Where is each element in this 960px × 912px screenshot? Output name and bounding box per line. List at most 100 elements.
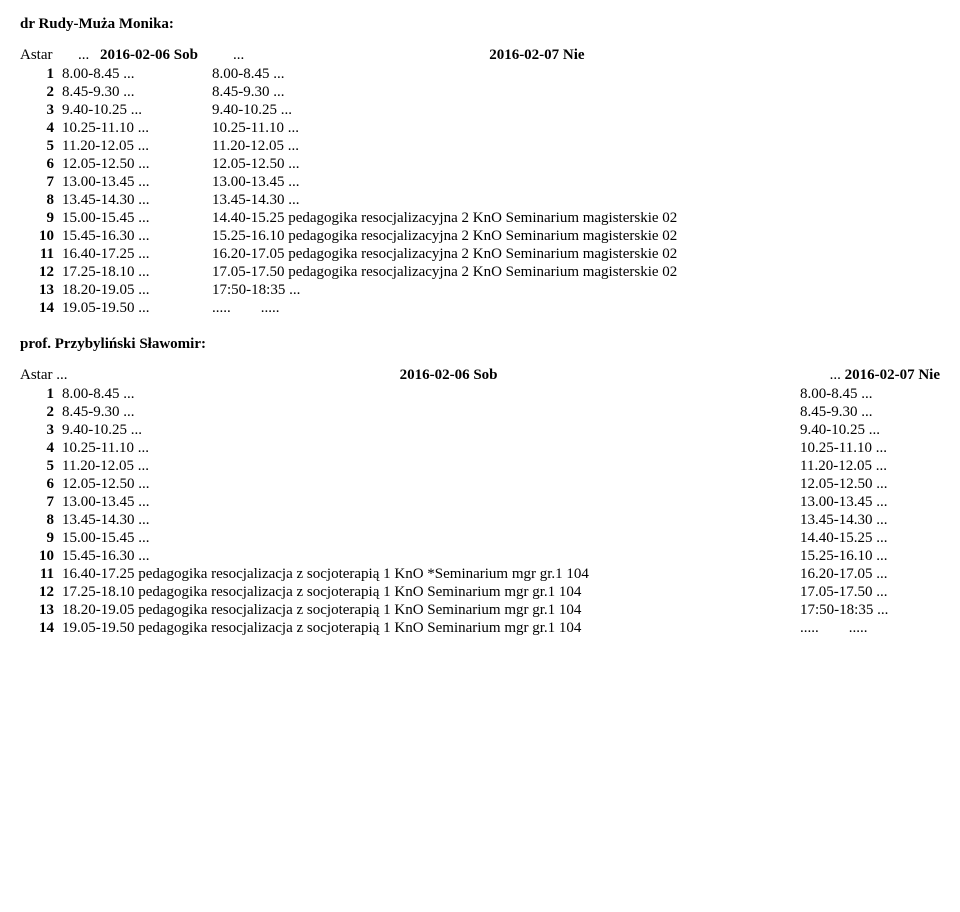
row-index: 2: [20, 84, 54, 101]
row-index: 14: [20, 620, 54, 637]
section2-body: 18.00-8.45 ...8.00-8.45 ...28.45-9.30 ..…: [20, 386, 940, 637]
table-row: 813.45-14.30 ...13.45-14.30 ...: [20, 512, 940, 529]
row-col-right: 17.05-17.50 ...: [800, 584, 940, 601]
row-col-date1: 8.00-8.45 ...: [54, 66, 212, 83]
row-col-date2: 14.40-15.25 pedagogika resocjalizacyjna …: [212, 210, 677, 227]
row-index: 7: [20, 174, 54, 191]
header2-mid: 2016-02-06 Sob: [68, 367, 830, 384]
row-index: 3: [20, 102, 54, 119]
table-row: 813.45-14.30 ...13.45-14.30 ...: [20, 192, 940, 209]
row-col-date2: 8.00-8.45 ...: [212, 66, 285, 83]
section1-title: dr Rudy-Muża Monika:: [20, 16, 940, 33]
table-row: 410.25-11.10 ...10.25-11.10 ...: [20, 440, 940, 457]
row-col-right: 8.45-9.30 ...: [800, 404, 940, 421]
row-col-left: 19.05-19.50 pedagogika resocjalizacja z …: [54, 620, 800, 637]
row-index: 9: [20, 210, 54, 227]
table-row: 511.20-12.05 ...11.20-12.05 ...: [20, 458, 940, 475]
row-col-left: 17.25-18.10 pedagogika resocjalizacja z …: [54, 584, 800, 601]
table-row: 1419.05-19.50 pedagogika resocjalizacja …: [20, 620, 940, 637]
row-index: 10: [20, 228, 54, 245]
table-row: 39.40-10.25 ...9.40-10.25 ...: [20, 422, 940, 439]
row-col-right: 10.25-11.10 ...: [800, 440, 940, 457]
row-index: 6: [20, 156, 54, 173]
table-row: 612.05-12.50 ...12.05-12.50 ...: [20, 156, 940, 173]
row-index: 5: [20, 458, 54, 475]
row-col-right: 9.40-10.25 ...: [800, 422, 940, 439]
row-col-date2: 11.20-12.05 ...: [212, 138, 299, 155]
row-col-right: 12.05-12.50 ...: [800, 476, 940, 493]
row-col-date2: 17:50-18:35 ...: [212, 282, 300, 299]
row-col-date1: 8.45-9.30 ...: [54, 84, 212, 101]
row-col-date1: 13.00-13.45 ...: [54, 174, 212, 191]
row-col-right: 11.20-12.05 ...: [800, 458, 940, 475]
row-index: 4: [20, 440, 54, 457]
row-col-date2: 13.45-14.30 ...: [212, 192, 300, 209]
table-row: 713.00-13.45 ...13.00-13.45 ...: [20, 494, 940, 511]
row-index: 14: [20, 300, 54, 317]
row-index: 12: [20, 264, 54, 281]
row-index: 10: [20, 548, 54, 565]
row-col-right: 14.40-15.25 ...: [800, 530, 940, 547]
table-row: 1015.45-16.30 ...15.25-16.10 ...: [20, 548, 940, 565]
row-col-left: 16.40-17.25 pedagogika resocjalizacja z …: [54, 566, 800, 583]
section2-header: Astar ... 2016-02-06 Sob ... 2016-02-07 …: [20, 367, 940, 384]
row-col-date1: 9.40-10.25 ...: [54, 102, 212, 119]
row-index: 2: [20, 404, 54, 421]
row-col-right: 13.00-13.45 ...: [800, 494, 940, 511]
row-index: 1: [20, 66, 54, 83]
table-row: 1217.25-18.10 ...17.05-17.50 pedagogika …: [20, 264, 940, 281]
row-col-left: 15.45-16.30 ...: [54, 548, 800, 565]
table-row: 28.45-9.30 ...8.45-9.30 ...: [20, 404, 940, 421]
row-col-date1: 10.25-11.10 ...: [54, 120, 212, 137]
row-index: 8: [20, 512, 54, 529]
table-row: 1116.40-17.25 ...16.20-17.05 pedagogika …: [20, 246, 940, 263]
row-index: 3: [20, 422, 54, 439]
row-col-date2: 8.45-9.30 ...: [212, 84, 285, 101]
row-col-date1: 12.05-12.50 ...: [54, 156, 212, 173]
row-col-left: 8.45-9.30 ...: [54, 404, 800, 421]
row-col-date2: 12.05-12.50 ...: [212, 156, 300, 173]
row-col-date1: 16.40-17.25 ...: [54, 246, 212, 263]
row-col-date2: 10.25-11.10 ...: [212, 120, 299, 137]
table-row: 1116.40-17.25 pedagogika resocjalizacja …: [20, 566, 940, 583]
row-col-right: 8.00-8.45 ...: [800, 386, 940, 403]
table-row: 1015.45-16.30 ...15.25-16.10 pedagogika …: [20, 228, 940, 245]
row-index: 9: [20, 530, 54, 547]
header-date1: 2016-02-06 Sob: [100, 47, 198, 64]
row-col-left: 18.20-19.05 pedagogika resocjalizacja z …: [54, 602, 800, 619]
row-col-date2: 16.20-17.05 pedagogika resocjalizacyjna …: [212, 246, 677, 263]
row-col-right: 15.25-16.10 ...: [800, 548, 940, 565]
header-dots2: ...: [233, 47, 244, 64]
table-row: 511.20-12.05 ...11.20-12.05 ...: [20, 138, 940, 155]
header2-date: 2016-02-07 Nie: [845, 367, 940, 383]
table-row: 18.00-8.45 ...8.00-8.45 ...: [20, 66, 940, 83]
row-col-left: 8.00-8.45 ...: [54, 386, 800, 403]
header2-right: ... 2016-02-07 Nie: [830, 367, 940, 384]
row-index: 1: [20, 386, 54, 403]
header2-left: Astar ...: [20, 367, 68, 384]
row-col-left: 13.00-13.45 ...: [54, 494, 800, 511]
row-col-left: 13.45-14.30 ...: [54, 512, 800, 529]
row-index: 12: [20, 584, 54, 601]
row-col-right: 16.20-17.05 ...: [800, 566, 940, 583]
header-date2: 2016-02-07 Nie: [489, 47, 584, 64]
header2-dots: ...: [830, 367, 845, 383]
row-col-date2: 13.00-13.45 ...: [212, 174, 300, 191]
table-row: 915.00-15.45 ...14.40-15.25 pedagogika r…: [20, 210, 940, 227]
row-index: 11: [20, 566, 54, 583]
row-col-right: 17:50-18:35 ...: [800, 602, 940, 619]
row-col-date2: 17.05-17.50 pedagogika resocjalizacyjna …: [212, 264, 677, 281]
table-row: 1318.20-19.05 ...17:50-18:35 ...: [20, 282, 940, 299]
header-astar: Astar: [20, 47, 78, 64]
row-col-left: 11.20-12.05 ...: [54, 458, 800, 475]
section1-body: 18.00-8.45 ...8.00-8.45 ...28.45-9.30 ..…: [20, 66, 940, 317]
row-col-date1: 11.20-12.05 ...: [54, 138, 212, 155]
row-index: 8: [20, 192, 54, 209]
row-index: 11: [20, 246, 54, 263]
row-index: 4: [20, 120, 54, 137]
row-index: 13: [20, 282, 54, 299]
row-col-date1: 17.25-18.10 ...: [54, 264, 212, 281]
table-row: 28.45-9.30 ...8.45-9.30 ...: [20, 84, 940, 101]
row-index: 5: [20, 138, 54, 155]
table-row: 1419.05-19.50 ........ .....: [20, 300, 940, 317]
